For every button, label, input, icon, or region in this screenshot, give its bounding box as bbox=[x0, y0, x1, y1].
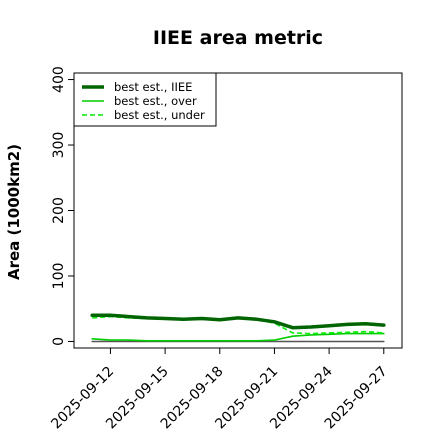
series-line bbox=[90, 313, 386, 330]
series-layer bbox=[90, 313, 386, 343]
y-tick-label: 0 bbox=[51, 337, 67, 346]
legend-box bbox=[73, 72, 217, 127]
legend-label: best est., over bbox=[114, 94, 197, 108]
y-tick-label: 100 bbox=[51, 263, 67, 290]
y-axis-label: Area (1000km2) bbox=[5, 144, 23, 280]
y-axis: 0 100 200 300 400 bbox=[51, 66, 74, 346]
legend-label: best est., IIEE bbox=[114, 80, 192, 94]
y-tick-label: 300 bbox=[51, 132, 67, 159]
series-line bbox=[91, 332, 385, 342]
legend-label: best est., under bbox=[114, 108, 205, 122]
x-axis: 2025-09-122025-09-152025-09-182025-09-21… bbox=[48, 348, 391, 432]
y-tick-label: 400 bbox=[51, 66, 67, 93]
chart-title: IIEE area metric bbox=[153, 27, 323, 49]
y-tick-label: 200 bbox=[51, 197, 67, 224]
